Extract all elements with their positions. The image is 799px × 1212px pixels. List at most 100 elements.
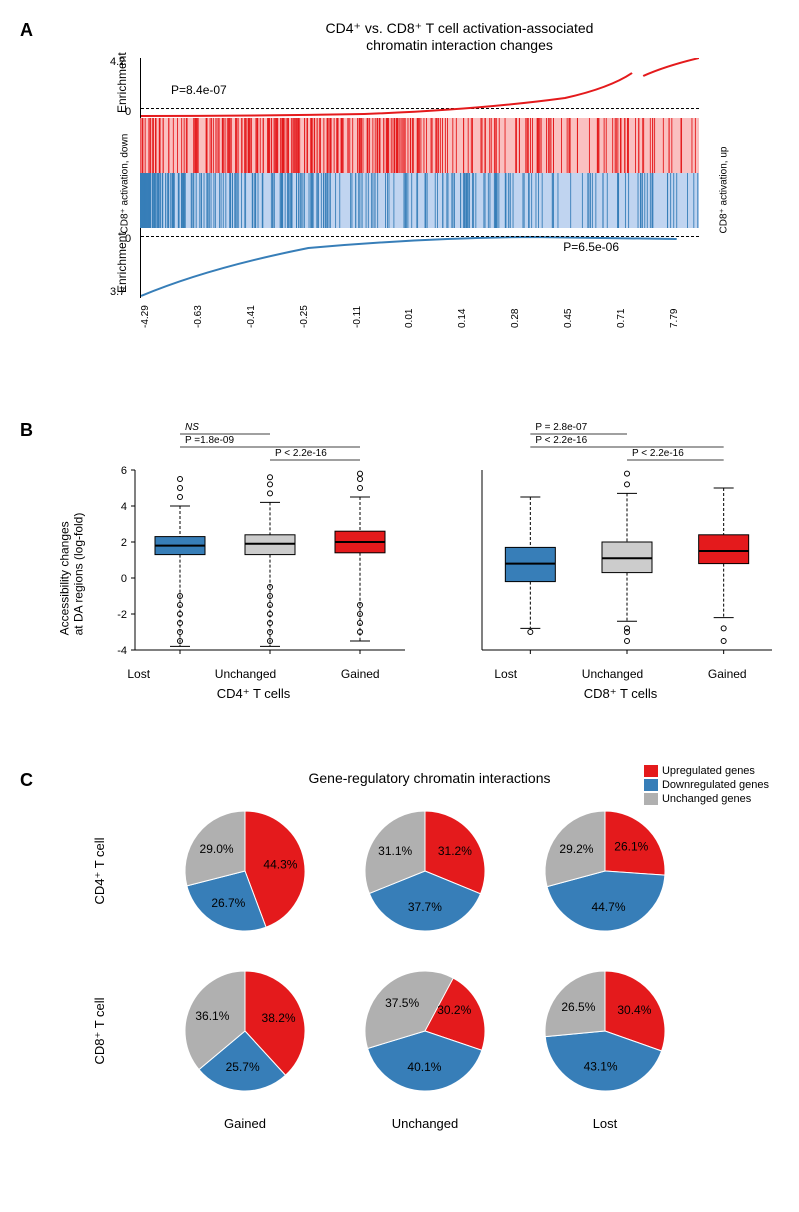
panel-b-label: B xyxy=(20,420,33,441)
svg-text:P < 2.2e-16: P < 2.2e-16 xyxy=(535,435,587,446)
x-tick: 0.14 xyxy=(457,308,487,328)
svg-text:6: 6 xyxy=(121,465,127,477)
panel-a-title: CD4⁺ vs. CD8⁺ T cell activation-associat… xyxy=(140,20,779,53)
title-line2: chromatin interaction changes xyxy=(366,37,553,53)
svg-text:P < 2.2e-16: P < 2.2e-16 xyxy=(632,448,684,459)
box-category: Unchanged xyxy=(582,667,643,681)
x-title-left: CD4⁺ T cells xyxy=(95,686,412,702)
panel-b: B Accessibility changesat DA regions (lo… xyxy=(20,420,779,740)
title-line1: CD4⁺ vs. CD8⁺ T cell activation-associat… xyxy=(326,20,594,36)
boxplot-cd4: -4 -2 0 2 4 6 NS P =1.8e-09 P < 2.2e-16 Lost Unch… xyxy=(45,420,412,740)
pie-grid: CD4⁺ T cell44.3%26.7%29.0%31.2%37.7%31.1… xyxy=(60,796,679,1131)
row-label: CD8⁺ T cell xyxy=(25,991,175,1071)
barcode-blue xyxy=(140,173,699,228)
svg-text:P = 2.8e-07: P = 2.8e-07 xyxy=(535,422,587,433)
svg-text:2: 2 xyxy=(121,537,127,549)
svg-text:37.7%: 37.7% xyxy=(408,900,442,914)
svg-text:44.7%: 44.7% xyxy=(591,900,625,914)
svg-text:26.1%: 26.1% xyxy=(614,839,648,853)
legend-label: Downregulated genes xyxy=(662,779,769,791)
x-title-right: CD8⁺ T cells xyxy=(462,686,779,702)
barcode-plot xyxy=(140,118,699,228)
enrichment-plot: Enrichment 4.2 0 P=8.4e-07 CD8⁺ activati… xyxy=(140,58,699,333)
svg-text:44.3%: 44.3% xyxy=(263,858,297,872)
pie-chart: 26.1% 44.7% 29.2% xyxy=(530,796,680,946)
x-tick: 0.01 xyxy=(404,308,434,328)
x-tick: 7.79 xyxy=(669,308,699,328)
svg-text:4: 4 xyxy=(121,501,127,513)
enrichment-top-curve: P=8.4e-07 xyxy=(140,58,699,118)
box-category: Lost xyxy=(127,667,150,681)
pie-svg: 38.2% 25.7% 36.1% xyxy=(170,956,320,1106)
box-x-labels-right: Lost Unchanged Gained xyxy=(462,667,779,681)
x-tick: 0.28 xyxy=(510,308,540,328)
boxplot-left-svg: -4 -2 0 2 4 6 NS P =1.8e-09 P < 2.2e-16 xyxy=(95,420,412,660)
svg-text:29.2%: 29.2% xyxy=(559,842,593,856)
col-label: Gained xyxy=(170,1116,320,1131)
y-label-bottom: Enrichment xyxy=(115,232,129,293)
panel-a: A CD4⁺ vs. CD8⁺ T cell activation-associ… xyxy=(20,20,779,390)
y-top-max: 4.2 xyxy=(110,56,125,68)
svg-text:31.1%: 31.1% xyxy=(378,844,412,858)
legend-item: Downregulated genes xyxy=(644,779,769,791)
pie-svg: 44.3% 26.7% 29.0% xyxy=(170,796,320,946)
pie-svg: 30.2% 40.1% 37.5% xyxy=(350,956,500,1106)
x-tick: 0.71 xyxy=(616,308,646,328)
panel-a-label: A xyxy=(20,20,33,41)
svg-text:38.2%: 38.2% xyxy=(262,1011,296,1025)
legend-label: Upregulated genes xyxy=(662,765,755,777)
svg-text:-4: -4 xyxy=(117,645,127,657)
x-tick: -4.29 xyxy=(140,308,170,328)
svg-text:37.5%: 37.5% xyxy=(385,996,419,1010)
col-label: Unchanged xyxy=(350,1116,500,1131)
svg-text:30.2%: 30.2% xyxy=(437,1003,471,1017)
svg-text:40.1%: 40.1% xyxy=(407,1060,441,1074)
pie-chart: 44.3% 26.7% 29.0% xyxy=(170,796,320,946)
pie-svg: 30.4% 43.1% 26.5% xyxy=(530,956,680,1106)
legend-swatch xyxy=(644,779,658,791)
pie-chart: 30.4% 43.1% 26.5% xyxy=(530,956,680,1106)
pie-chart: 38.2% 25.7% 36.1% xyxy=(170,956,320,1106)
box-x-labels-left: Lost Unchanged Gained xyxy=(95,667,412,681)
p-value-bottom: P=6.5e-06 xyxy=(563,240,619,254)
panel-c: C Gene-regulatory chromatin interactions… xyxy=(20,770,779,1131)
x-tick: 0.45 xyxy=(563,308,593,328)
pie-svg: 31.2% 37.7% 31.1% xyxy=(350,796,500,946)
barcode-red xyxy=(140,118,699,173)
legend-item: Upregulated genes xyxy=(644,765,769,777)
x-tick: -0.11 xyxy=(352,308,382,328)
x-tick: -0.63 xyxy=(193,308,223,328)
svg-text:36.1%: 36.1% xyxy=(195,1009,229,1023)
right-side-label: CD8⁺ activation, up xyxy=(719,124,730,234)
x-tick: -0.25 xyxy=(299,308,329,328)
box-category: Lost xyxy=(494,667,517,681)
svg-text:25.7%: 25.7% xyxy=(226,1060,260,1074)
panel-c-label: C xyxy=(20,770,33,791)
svg-text:26.7%: 26.7% xyxy=(211,896,245,910)
left-side-label: CD8⁺ activation, down xyxy=(120,124,131,234)
pie-chart: 31.2% 37.7% 31.1% xyxy=(350,796,500,946)
svg-text:31.2%: 31.2% xyxy=(438,844,472,858)
svg-text:P < 2.2e-16: P < 2.2e-16 xyxy=(275,448,327,459)
svg-text:0: 0 xyxy=(121,573,127,585)
svg-text:30.4%: 30.4% xyxy=(617,1003,651,1017)
svg-text:NS: NS xyxy=(185,422,199,433)
box-category: Gained xyxy=(708,667,747,681)
boxplot-right-svg: P = 2.8e-07 P < 2.2e-16 P < 2.2e-16 xyxy=(462,420,779,660)
pie-chart: 30.2% 40.1% 37.5% xyxy=(350,956,500,1106)
y-top-min: 0 xyxy=(125,106,131,118)
svg-text:-2: -2 xyxy=(117,609,127,621)
svg-text:43.1%: 43.1% xyxy=(584,1060,618,1074)
box-category: Gained xyxy=(341,667,380,681)
x-tick: -0.41 xyxy=(246,308,276,328)
enrichment-bottom-curve: P=6.5e-06 xyxy=(140,228,699,298)
svg-text:P =1.8e-09: P =1.8e-09 xyxy=(185,435,234,446)
x-axis-ticks: -4.29 -0.63 -0.41 -0.25 -0.11 0.01 0.14 0.28 0.4… xyxy=(140,303,699,333)
pie-svg: 26.1% 44.7% 29.2% xyxy=(530,796,680,946)
svg-text:29.0%: 29.0% xyxy=(200,842,234,856)
boxplot-cd8: P = 2.8e-07 P < 2.2e-16 P < 2.2e-16 Lost Un… xyxy=(412,420,779,740)
box-category: Unchanged xyxy=(215,667,276,681)
row-label: CD4⁺ T cell xyxy=(25,831,175,911)
legend-swatch xyxy=(644,765,658,777)
svg-text:26.5%: 26.5% xyxy=(561,1000,595,1014)
